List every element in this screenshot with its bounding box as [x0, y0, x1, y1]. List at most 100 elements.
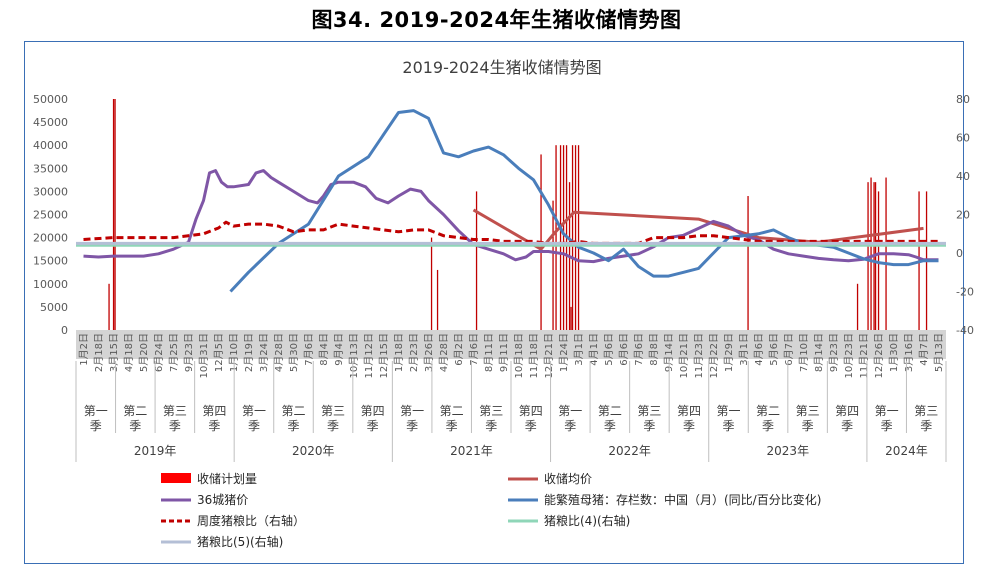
x-tick-label: 4月28日 — [273, 333, 285, 372]
storage-plan-bar — [114, 99, 116, 330]
storage-plan-bar — [747, 196, 749, 330]
quarter-label: 第二季 — [123, 404, 147, 433]
x-tick-label: 10月23日 — [843, 333, 855, 378]
quarter-label: 第四季 — [835, 404, 859, 433]
x-tick-label: 8月8日 — [648, 333, 660, 366]
left-axis-tick: 30000 — [33, 185, 68, 198]
x-tick-label: 4月7日 — [918, 333, 930, 366]
left-axis-tick: 25000 — [33, 209, 68, 222]
year-label: 2021年 — [450, 444, 493, 458]
x-tick-label: 8月4日 — [318, 333, 330, 366]
quarter-label: 第三季 — [479, 404, 503, 433]
left-axis-tick: 5000 — [40, 301, 68, 314]
x-tick-label: 7月25日 — [168, 333, 180, 372]
quarter-label: 第一季 — [716, 404, 740, 433]
x-tick-label: 8月11日 — [483, 333, 495, 372]
x-tick-label: 3月1日 — [573, 333, 585, 366]
legend-label: 收储均价 — [544, 471, 592, 486]
legend-label: 36城猪价 — [197, 493, 248, 507]
year-label: 2023年 — [767, 444, 810, 458]
storage-plan-bar — [552, 200, 554, 330]
storage-plan-bar — [559, 145, 562, 330]
storage-plan-bar — [577, 145, 580, 330]
x-tick-label: 1月29日 — [723, 333, 735, 372]
quarter-label: 第二季 — [598, 404, 622, 433]
x-tick-label: 1月18日 — [393, 333, 405, 372]
x-tick-label: 10月13日 — [348, 333, 360, 378]
x-tick-label: 7月10日 — [798, 333, 810, 372]
x-tick-label: 4月28日 — [438, 333, 450, 372]
storage-plan-bar — [870, 177, 872, 330]
right-axis-tick: 40 — [956, 170, 970, 183]
series-line — [83, 169, 939, 264]
quarter-label: 第一季 — [84, 404, 108, 433]
storage-plan-bar — [571, 145, 574, 330]
x-tick-label: 4月18日 — [123, 333, 135, 372]
x-tick-label: 11月18日 — [528, 333, 540, 378]
quarter-label: 第三季 — [163, 404, 187, 433]
x-tick-label: 5月6日 — [603, 333, 615, 366]
x-tick-label: 3月24日 — [258, 333, 270, 372]
x-tick-label: 12月22日 — [708, 333, 720, 378]
x-tick-label: 10月21日 — [678, 333, 690, 378]
figure-title: 图34. 2019-2024年生猪收储情势图 — [311, 8, 682, 32]
quarter-label: 第二季 — [281, 404, 305, 433]
left-axis-tick: 15000 — [33, 255, 68, 268]
right-axis-tick: -40 — [956, 324, 974, 337]
legend-label: 猪粮比(5)(右轴) — [197, 534, 283, 549]
x-tick-label: 6月24日 — [153, 333, 165, 372]
x-tick-label: 10月31日 — [198, 333, 210, 378]
quarter-label: 第三季 — [321, 404, 345, 433]
x-tick-label: 1月24日 — [558, 333, 570, 372]
chart-frame — [24, 41, 964, 564]
x-tick-label: 12月26日 — [873, 333, 885, 378]
x-tick-label: 11月12日 — [363, 333, 375, 378]
right-axis-tick: 60 — [956, 132, 970, 145]
x-tick-label: 12月15日 — [378, 333, 390, 378]
right-axis-tick: -20 — [956, 286, 974, 299]
x-tick-label: 3月15日 — [108, 333, 120, 372]
x-tick-label: 1月10日 — [228, 333, 240, 372]
left-axis-tick: 35000 — [33, 162, 68, 175]
x-tick-label: 12月5日 — [213, 333, 225, 372]
quarter-label: 第四季 — [361, 404, 385, 433]
legend-label: 猪粮比(4)(右轴) — [544, 513, 630, 528]
quarter-label: 第三季 — [914, 404, 938, 433]
legend-swatch — [161, 473, 191, 483]
quarter-label: 第四季 — [677, 404, 701, 433]
x-tick-label: 6月6日 — [618, 333, 630, 366]
quarter-label: 第一季 — [875, 404, 899, 433]
quarter-label: 第四季 — [519, 404, 543, 433]
storage-plan-bar — [570, 306, 572, 330]
x-tick-label: 3月1日 — [738, 333, 750, 366]
legend-label: 能繁殖母猪：存栏数：中国（月）(同比/百分比变化) — [544, 492, 821, 507]
legend-label: 周度猪粮比（右轴） — [197, 513, 305, 528]
x-tick-label: 5月20日 — [138, 333, 150, 372]
x-tick-label: 11月21日 — [858, 333, 870, 378]
quarter-label: 第一季 — [400, 404, 424, 433]
x-tick-label: 2月18日 — [93, 333, 105, 372]
year-label: 2020年 — [292, 444, 335, 458]
quarter-label: 第二季 — [756, 404, 780, 433]
legend-label: 收储计划量 — [197, 471, 257, 486]
x-tick-label: 4月6日 — [753, 333, 765, 366]
x-tick-label: 5月30日 — [288, 333, 300, 372]
left-axis-tick: 10000 — [33, 278, 68, 291]
storage-plan-bar — [562, 145, 565, 330]
x-tick-label: 9月4日 — [333, 333, 345, 366]
storage-plan-bar — [430, 237, 433, 330]
x-tick-label: 7月6日 — [633, 333, 645, 366]
x-tick-label: 5月13日 — [933, 333, 945, 372]
series-line — [229, 109, 939, 293]
left-axis-tick: 20000 — [33, 232, 68, 245]
right-axis-tick: 20 — [956, 209, 970, 222]
x-tick-label: 6月2日 — [453, 333, 465, 366]
x-tick-label: 11月23日 — [693, 333, 705, 378]
x-tick-label: 6月7日 — [783, 333, 795, 366]
quarter-label: 第三季 — [637, 404, 661, 433]
storage-plan-bar — [856, 283, 859, 330]
x-tick-label: 8月14日 — [813, 333, 825, 372]
chart-title: 2019-2024生猪收储情势图 — [402, 58, 601, 77]
storage-plan-bar — [574, 145, 577, 330]
